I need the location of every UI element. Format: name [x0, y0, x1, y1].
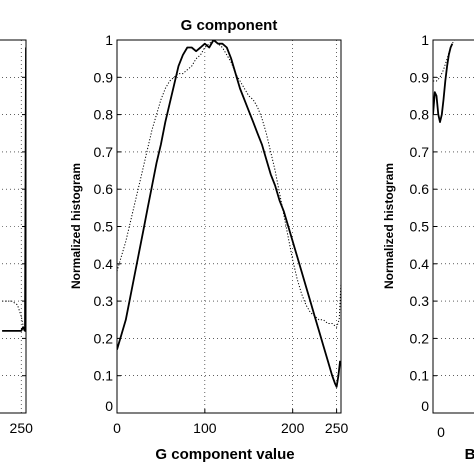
g-component-x-tick-label: 100	[193, 420, 217, 436]
g-component-chart-title: G component	[181, 17, 278, 34]
b-partial-y-tick-label: 0.9	[410, 69, 430, 85]
b-partial-y-tick-label: 0.4	[410, 256, 430, 272]
g-component-x-tick-label: 200	[281, 420, 305, 436]
b-partial-y-tick-label: 0.2	[410, 330, 430, 346]
b-partial-y-tick-label: 0	[421, 398, 429, 414]
b-partial-x-tick-label: 0	[437, 424, 445, 440]
g-component-y-tick-label: 0.4	[94, 256, 114, 272]
g-component-x-axis-title: G component value	[155, 446, 294, 463]
b-partial-y-tick-label: 0.7	[410, 144, 430, 160]
g-component-y-tick-label: 0.9	[94, 69, 114, 85]
left-partial-series-group	[2, 47, 26, 332]
g-component-x-tick-label: 250	[325, 420, 349, 436]
b-partial-y-tick-label: 0.8	[410, 107, 430, 123]
left-partial-x-tick-label: 250	[10, 420, 34, 436]
left-partial-series-solid-line	[2, 47, 26, 332]
g-component-series-solid-line	[117, 40, 341, 388]
g-component-y-axis-title: Normalized histogram	[69, 163, 83, 289]
g-component-plot: G component G component value Normalized…	[69, 17, 349, 463]
b-partial-y-tick-label: 0.3	[410, 293, 430, 309]
b-partial-y-tick-label: 0.1	[410, 368, 430, 384]
b-partial-y-tick-label: 0.5	[410, 219, 430, 235]
b-partial-series-solid-line	[433, 43, 454, 123]
b-partial-plot: B Normalized histogram 0 0.1 0.2 0.3 0.4 0.5 0…	[382, 32, 474, 463]
g-component-y-tick-label: 0.8	[94, 107, 114, 123]
b-partial-y-tick-label: 1	[421, 32, 429, 48]
b-partial-x-axis-title: B	[465, 446, 474, 463]
b-partial-series-group	[433, 40, 455, 123]
g-component-x-tick-label: 0	[113, 420, 121, 436]
g-component-y-tick-label: 0.1	[94, 368, 114, 384]
b-partial-y-tick-label: 0.6	[410, 181, 430, 197]
b-partial-y-axis-title: Normalized histogram	[382, 163, 396, 289]
g-component-series-dotted-line	[117, 40, 341, 328]
g-component-y-tick-label: 1	[105, 32, 113, 48]
g-component-series-group	[117, 40, 341, 388]
g-component-y-tick-label: 0.6	[94, 181, 114, 197]
b-partial-grid	[433, 77, 474, 377]
g-component-grid	[117, 40, 341, 413]
g-component-y-tick-label: 0.7	[94, 144, 114, 160]
b-partial-series-dotted-line	[433, 40, 455, 82]
left-partial-series-dotted-line	[2, 300, 25, 331]
g-component-y-tick-label: 0.3	[94, 293, 114, 309]
g-component-y-tick-label: 0	[105, 398, 113, 414]
left-partial-plot: 250	[0, 39, 34, 436]
g-component-y-tick-label: 0.5	[94, 219, 114, 235]
g-component-y-tick-label: 0.2	[94, 330, 114, 346]
